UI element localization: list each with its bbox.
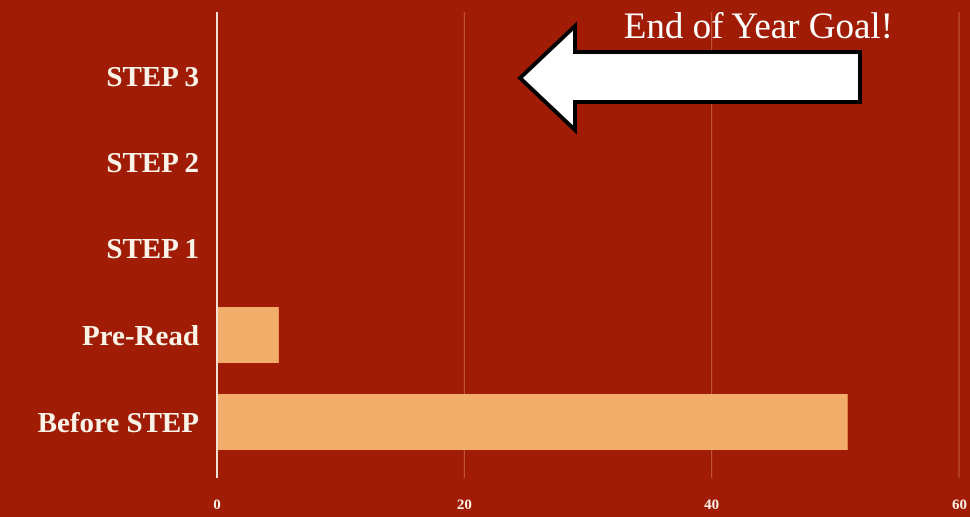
x-tick-labels: 0 20 40 60	[213, 497, 967, 513]
x-tick-label-60: 60	[952, 497, 967, 513]
category-label-pre-read: Pre-Read	[82, 320, 199, 352]
x-tick-label-40: 40	[704, 497, 719, 513]
bar-pre-read	[217, 307, 279, 363]
category-label-step-1: STEP 1	[106, 233, 199, 265]
bars	[217, 307, 848, 450]
annotation-text: End of Year Goal!	[624, 6, 893, 47]
bar-before-step	[217, 394, 848, 450]
x-tick-label-20: 20	[457, 497, 472, 513]
x-tick-label-0: 0	[213, 497, 221, 513]
category-label-step-2: STEP 2	[106, 147, 199, 179]
category-label-step-3: STEP 3	[106, 61, 199, 93]
category-label-before-step: Before STEP	[38, 407, 199, 439]
left-arrow-icon	[517, 21, 862, 135]
category-labels: STEP 3 STEP 2 STEP 1 Pre-Read Before STEP	[38, 61, 199, 439]
goal-annotation: End of Year Goal!	[517, 6, 893, 135]
